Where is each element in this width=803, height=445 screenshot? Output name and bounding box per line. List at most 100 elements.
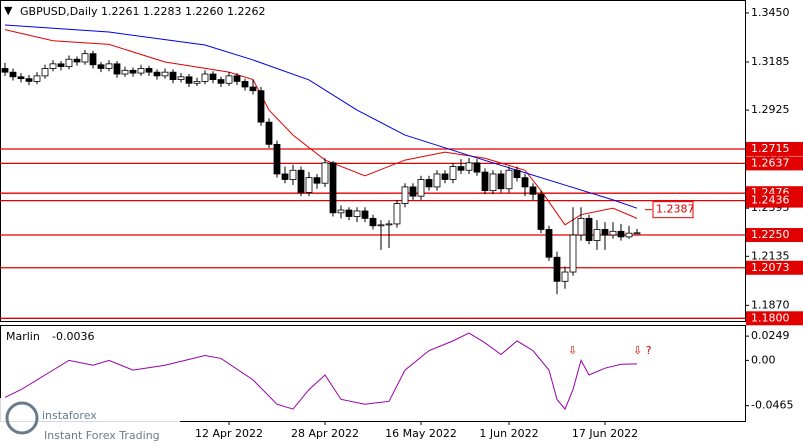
logo: instaforex Instant Forex Trading bbox=[0, 398, 180, 445]
x-tick-label: 1 Jun 2022 bbox=[479, 427, 538, 440]
candle-body bbox=[153, 71, 161, 77]
candle-body bbox=[593, 229, 601, 241]
candle-body bbox=[377, 224, 385, 227]
candle-body bbox=[353, 210, 361, 217]
y-tick-label: 1.3185 bbox=[751, 55, 790, 68]
candle-body bbox=[97, 64, 105, 69]
candle-body bbox=[129, 69, 137, 74]
candle-body bbox=[577, 217, 585, 236]
level-label: 1.1800 bbox=[751, 311, 790, 324]
annotation-label: 1.2387 bbox=[656, 203, 695, 216]
candle-body bbox=[169, 71, 177, 80]
candle-body bbox=[489, 173, 497, 192]
candle-body bbox=[345, 209, 353, 217]
candle-body bbox=[57, 63, 65, 68]
candle-body bbox=[217, 79, 225, 84]
level-label: 1.2250 bbox=[751, 228, 790, 241]
candle-body bbox=[337, 209, 345, 214]
candle-body bbox=[561, 271, 569, 282]
candle-body bbox=[465, 162, 473, 171]
candle-body bbox=[521, 177, 529, 188]
indicator-tick-label: 0.0249 bbox=[751, 329, 790, 342]
candle-body bbox=[281, 173, 289, 180]
candle-body bbox=[537, 193, 545, 230]
level-tag bbox=[746, 260, 803, 275]
candle-body bbox=[313, 177, 321, 184]
level-tag bbox=[746, 228, 803, 243]
candle-body bbox=[185, 76, 193, 84]
indicator-line bbox=[4, 332, 638, 411]
candle-body bbox=[481, 171, 489, 192]
y-tick-label: 1.2925 bbox=[751, 103, 790, 116]
candle-body bbox=[473, 162, 481, 173]
candle-body bbox=[433, 173, 441, 188]
candle-body bbox=[201, 73, 209, 82]
candle-body bbox=[305, 177, 313, 193]
candle-body bbox=[441, 173, 449, 180]
candle-body bbox=[49, 63, 57, 69]
x-tick-label: 16 May 2022 bbox=[385, 427, 457, 440]
indicator-panel bbox=[0, 325, 746, 422]
candle-body bbox=[329, 162, 337, 214]
candle-body bbox=[209, 73, 217, 80]
indicator-name: Marlin bbox=[6, 330, 40, 343]
candle-body bbox=[529, 186, 537, 195]
candle-body bbox=[401, 186, 409, 204]
moving-average bbox=[4, 29, 638, 226]
logo-icon bbox=[5, 401, 39, 435]
candle-body bbox=[457, 166, 465, 171]
annotation-box bbox=[652, 201, 694, 219]
candle-body bbox=[249, 86, 257, 92]
candle-body bbox=[417, 179, 425, 197]
signal-mark: ⇩ ? bbox=[633, 344, 652, 357]
level-tag bbox=[746, 311, 803, 326]
candle-body bbox=[137, 68, 145, 74]
level-label: 1.2436 bbox=[751, 194, 790, 207]
candle-body bbox=[297, 169, 305, 193]
candle-body bbox=[505, 169, 513, 190]
y-tick-label: 1.3450 bbox=[751, 6, 790, 19]
candle-body bbox=[25, 78, 33, 82]
candle-body bbox=[585, 217, 593, 241]
candle-body bbox=[161, 71, 169, 77]
candle-body bbox=[113, 63, 121, 75]
indicator-tick-label: 0.00 bbox=[751, 353, 776, 366]
indicator-tick-label: -0.0465 bbox=[751, 399, 793, 412]
candle-body bbox=[105, 63, 113, 69]
candle-body bbox=[89, 53, 97, 66]
candle-body bbox=[41, 68, 49, 77]
chart-title: GBPUSD,Daily 1.2261 1.2283 1.2260 1.2262 bbox=[20, 5, 265, 18]
candle-body bbox=[513, 169, 521, 179]
candle-body bbox=[617, 230, 625, 238]
candle-body bbox=[121, 69, 129, 75]
candle-body bbox=[545, 229, 553, 258]
x-tick-label: 12 Apr 2022 bbox=[195, 427, 263, 440]
x-tick-label: 17 Jun 2022 bbox=[572, 427, 638, 440]
level-label: 1.2715 bbox=[751, 142, 790, 155]
candle-body bbox=[273, 143, 281, 175]
y-tick-label: 1.2135 bbox=[751, 249, 790, 262]
candle-body bbox=[65, 58, 73, 68]
candle-body bbox=[265, 121, 273, 145]
candle-body bbox=[73, 58, 81, 63]
candle-body bbox=[385, 223, 393, 226]
candle-body bbox=[17, 76, 25, 80]
level-tag bbox=[746, 141, 803, 156]
logo-tagline: Instant Forex Trading bbox=[44, 429, 160, 442]
candle-body bbox=[81, 53, 89, 63]
candle-body bbox=[449, 166, 457, 180]
candle-body bbox=[625, 232, 633, 238]
candle-body bbox=[193, 81, 201, 84]
candle-body bbox=[497, 173, 505, 190]
candle-body bbox=[409, 186, 417, 197]
candle-body bbox=[361, 210, 369, 219]
signal-mark: ⇩ bbox=[568, 344, 577, 357]
candle-body bbox=[369, 217, 377, 227]
candle-body bbox=[289, 169, 297, 180]
candle-body bbox=[321, 162, 329, 184]
candle-body bbox=[1, 68, 9, 73]
candle-body bbox=[177, 76, 185, 80]
level-label: 1.2637 bbox=[751, 156, 790, 169]
